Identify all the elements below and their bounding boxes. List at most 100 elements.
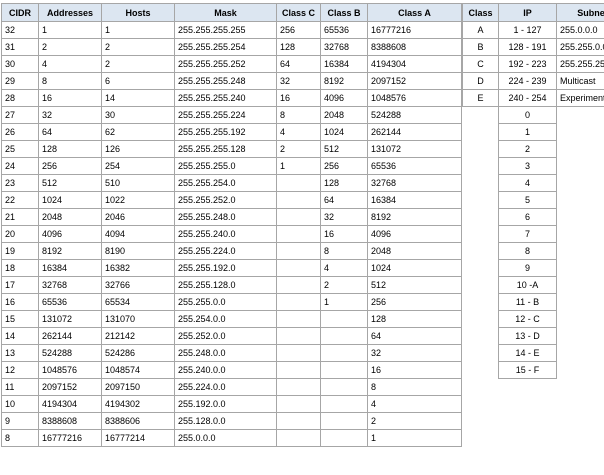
cell-mask: 255.252.0.0 xyxy=(174,327,277,345)
hex-row: 1 xyxy=(463,123,604,141)
cell-hex: 7 xyxy=(498,225,557,243)
blank-cell xyxy=(557,141,604,158)
cell-class: A xyxy=(462,21,499,39)
cell-class-b xyxy=(320,429,368,447)
cell-class-a: 2048 xyxy=(367,242,462,260)
cell-hosts: 510 xyxy=(101,174,175,192)
cell-class-a: 16777216 xyxy=(367,21,462,39)
cell-class-c: 256 xyxy=(276,21,321,39)
cell-addresses: 4096 xyxy=(38,225,102,243)
cell-class-a: 8 xyxy=(367,378,462,396)
cell-hosts: 30 xyxy=(101,106,175,124)
cell-hosts: 16382 xyxy=(101,259,175,277)
table-row: 32 1 1 255.255.255.255 256 65536 16777216 xyxy=(1,21,462,39)
table-row: 29 8 6 255.255.255.248 32 8192 2097152 xyxy=(1,72,462,90)
cell-hosts: 6 xyxy=(101,72,175,90)
cell-class-a: 8192 xyxy=(367,208,462,226)
cell-hosts: 2046 xyxy=(101,208,175,226)
header-class-a: Class A xyxy=(367,3,462,22)
table-row: 30 4 2 255.255.255.252 64 16384 4194304 xyxy=(1,55,462,73)
blank-cell xyxy=(557,226,604,243)
table-row: 27 32 30 255.255.255.224 8 2048 524288 xyxy=(1,106,462,124)
header-mask: Mask xyxy=(174,3,277,22)
cell-class-c xyxy=(276,276,321,294)
cell-hosts: 8388606 xyxy=(101,412,175,430)
cell-mask: 255.255.255.240 xyxy=(174,89,277,107)
blank-cell xyxy=(463,345,499,362)
blank-cell xyxy=(463,141,499,158)
cell-class-b: 16384 xyxy=(320,55,368,73)
cell-addresses: 32 xyxy=(38,106,102,124)
cell-hosts: 8190 xyxy=(101,242,175,260)
cell-cidr: 29 xyxy=(1,72,39,90)
table-row: 18 16384 16382 255.255.192.0 4 1024 xyxy=(1,259,462,277)
cell-hex: 1 xyxy=(498,123,557,141)
cell-class-c xyxy=(276,242,321,260)
table-row: 17 32768 32766 255.255.128.0 2 512 xyxy=(1,276,462,294)
hex-row: 5 xyxy=(463,191,604,209)
cell-class-c: 128 xyxy=(276,38,321,56)
cell-hosts: 126 xyxy=(101,140,175,158)
cell-mask: 255.255.128.0 xyxy=(174,276,277,294)
cell-hex: 3 xyxy=(498,157,557,175)
cell-cidr: 31 xyxy=(1,38,39,56)
cell-class-c xyxy=(276,293,321,311)
cell-addresses: 8 xyxy=(38,72,102,90)
cell-class-a: 128 xyxy=(367,310,462,328)
cell-class-b: 512 xyxy=(320,140,368,158)
cell-class-a: 512 xyxy=(367,276,462,294)
cell-hex: 6 xyxy=(498,208,557,226)
cell-class-a: 2097152 xyxy=(367,72,462,90)
cell-cidr: 32 xyxy=(1,21,39,39)
cell-mask: 255.192.0.0 xyxy=(174,395,277,413)
table-row: 31 2 2 255.255.255.254 128 32768 8388608 xyxy=(1,38,462,56)
cell-addresses: 1 xyxy=(38,21,102,39)
cell-cidr: 19 xyxy=(1,242,39,260)
cell-class-c: 64 xyxy=(276,55,321,73)
blank-cell xyxy=(557,175,604,192)
cell-class-c xyxy=(276,412,321,430)
cell-addresses: 8388608 xyxy=(38,412,102,430)
cell-class-c xyxy=(276,259,321,277)
table-row: 26 64 62 255.255.255.192 4 1024 262144 xyxy=(1,123,462,141)
cell-cidr: 22 xyxy=(1,191,39,209)
cell-class-b: 8 xyxy=(320,242,368,260)
cell-class-b xyxy=(320,378,368,396)
blank-cell xyxy=(463,192,499,209)
cell-cidr: 9 xyxy=(1,412,39,430)
table-row: 12 1048576 1048574 255.240.0.0 16 xyxy=(1,361,462,379)
cell-mask: 255.128.0.0 xyxy=(174,412,277,430)
cell-addresses: 4194304 xyxy=(38,395,102,413)
cell-mask: 255.255.255.254 xyxy=(174,38,277,56)
cell-mask: 255.255.255.0 xyxy=(174,157,277,175)
cell-ip: 128 - 191 xyxy=(498,38,557,56)
cell-class-c: 8 xyxy=(276,106,321,124)
cell-addresses: 1024 xyxy=(38,191,102,209)
cell-cidr: 12 xyxy=(1,361,39,379)
blank-cell xyxy=(463,311,499,328)
cell-class-b: 4096 xyxy=(320,89,368,107)
cidr-table: CIDR Addresses Hosts Mask Class C Class … xyxy=(1,3,462,447)
cell-addresses: 2 xyxy=(38,38,102,56)
cell-hosts: 1 xyxy=(101,21,175,39)
cell-mask: 255.255.0.0 xyxy=(174,293,277,311)
blank-cell xyxy=(463,124,499,141)
cell-class-c xyxy=(276,327,321,345)
cell-class-c xyxy=(276,429,321,447)
table-row: 11 2097152 2097150 255.224.0.0 8 xyxy=(1,378,462,396)
cell-hex: 10 -A xyxy=(498,276,557,294)
cell-hex: 9 xyxy=(498,259,557,277)
cell-hex: 0 xyxy=(498,106,557,124)
cell-class-c: 4 xyxy=(276,123,321,141)
cell-mask: 255.254.0.0 xyxy=(174,310,277,328)
blank-cell xyxy=(557,328,604,345)
cell-subnet: Multicast xyxy=(556,72,604,90)
hex-row: 14 - E xyxy=(463,344,604,362)
table-row: 24 256 254 255.255.255.0 1 256 65536 xyxy=(1,157,462,175)
cell-hosts: 16777214 xyxy=(101,429,175,447)
cell-class-a: 524288 xyxy=(367,106,462,124)
cell-class-c: 2 xyxy=(276,140,321,158)
cell-hosts: 32766 xyxy=(101,276,175,294)
cell-class-b: 2 xyxy=(320,276,368,294)
